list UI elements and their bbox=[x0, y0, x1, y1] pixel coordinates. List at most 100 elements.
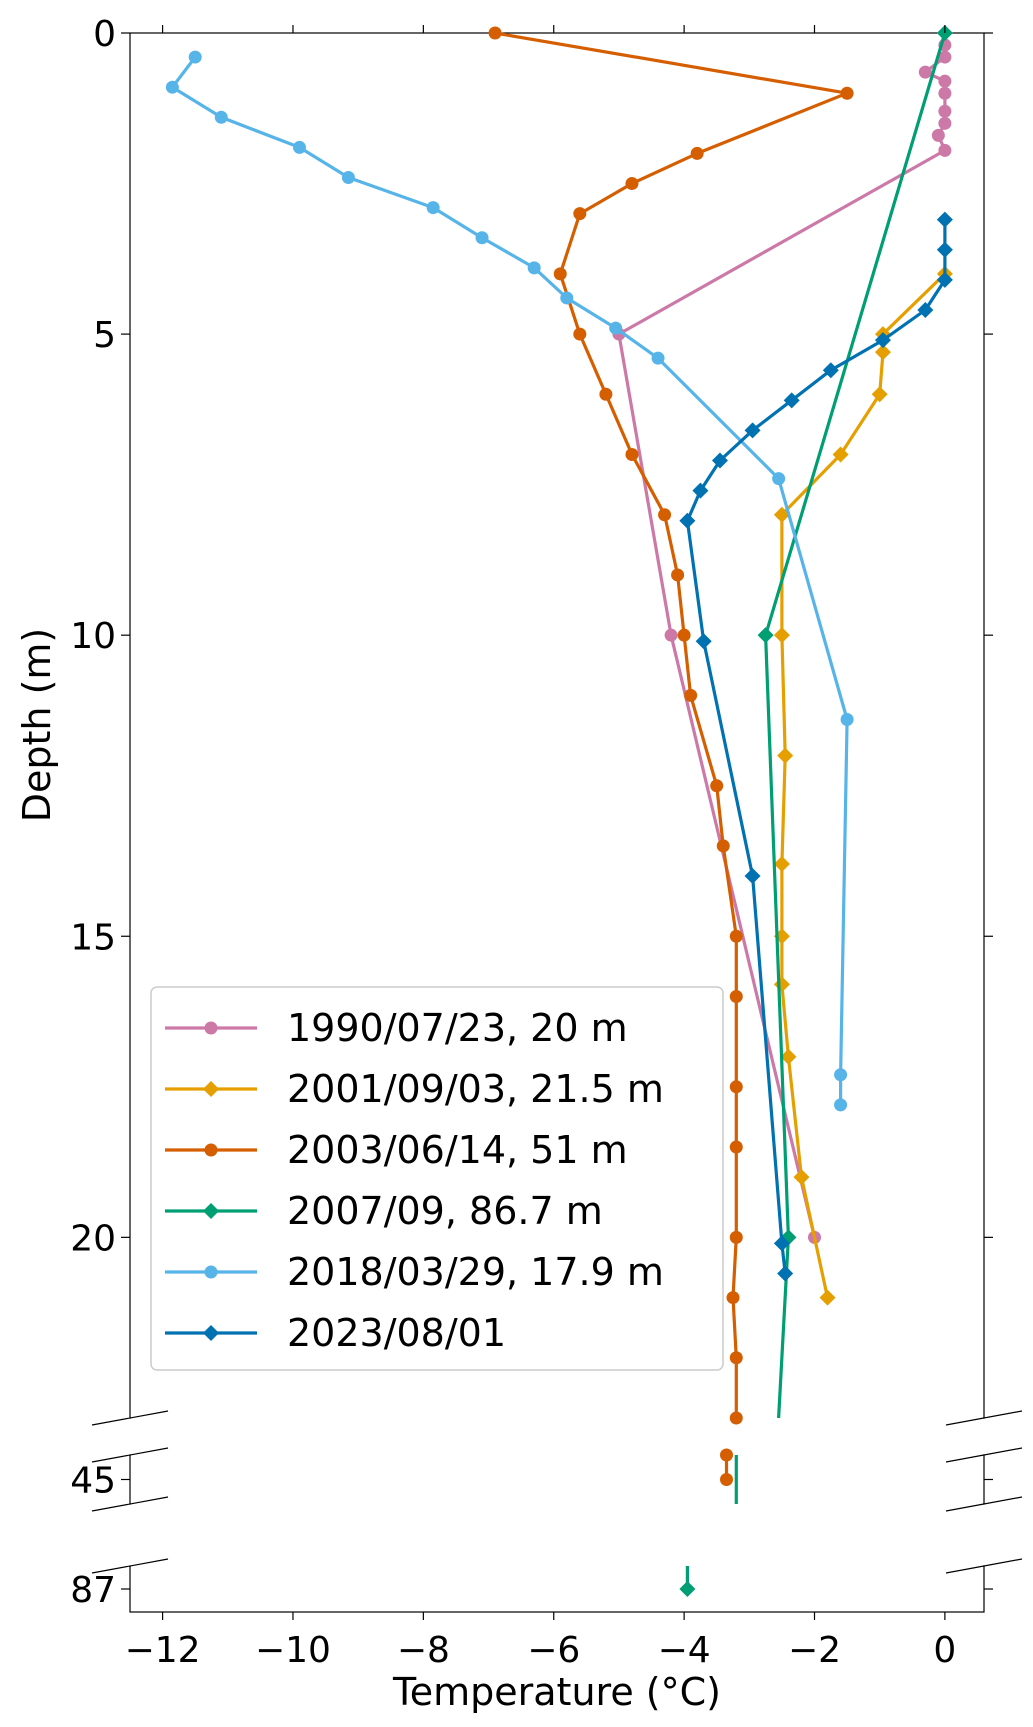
x-tick-label: 0 bbox=[933, 1630, 956, 1671]
data-point bbox=[695, 633, 712, 650]
data-point bbox=[426, 201, 440, 215]
legend-marker bbox=[204, 1265, 218, 1279]
axis-break-marks bbox=[91, 1410, 1023, 1574]
data-point bbox=[679, 512, 696, 529]
axis-break-mark bbox=[91, 1410, 169, 1426]
legend-label: 2007/09, 86.7 m bbox=[287, 1189, 603, 1233]
y-tick-label: 87 bbox=[70, 1570, 116, 1611]
legend-marker bbox=[204, 1021, 218, 1035]
data-point bbox=[729, 1351, 743, 1365]
data-point bbox=[553, 267, 567, 281]
data-point bbox=[475, 231, 489, 245]
data-point bbox=[664, 628, 678, 642]
y-tick-label: 15 bbox=[70, 917, 116, 958]
axis-break-mark bbox=[945, 1558, 1023, 1574]
data-point bbox=[690, 146, 704, 160]
data-point bbox=[822, 362, 839, 379]
data-point bbox=[573, 207, 587, 221]
data-point bbox=[772, 472, 786, 486]
data-point bbox=[819, 1289, 836, 1306]
legend-item: 2001/09/03, 21.5 m bbox=[165, 1067, 664, 1111]
data-point bbox=[651, 351, 665, 365]
x-tick-label: −12 bbox=[125, 1630, 201, 1671]
legend-label: 2023/08/01 bbox=[287, 1311, 506, 1355]
axis-break-mark bbox=[945, 1410, 1023, 1426]
data-point bbox=[777, 747, 794, 764]
y-tick-label: 20 bbox=[70, 1218, 116, 1259]
data-point bbox=[710, 779, 724, 793]
data-point bbox=[744, 868, 761, 885]
data-point bbox=[625, 448, 639, 462]
data-point bbox=[773, 1235, 790, 1252]
data-point bbox=[773, 627, 790, 644]
data-point bbox=[671, 568, 685, 582]
legend-marker bbox=[204, 1143, 218, 1157]
data-point bbox=[692, 482, 709, 499]
data-point bbox=[729, 1230, 743, 1244]
data-point bbox=[726, 1291, 740, 1305]
axis-break-mark bbox=[91, 1558, 169, 1574]
x-axis-ticks: −12 −10 −8 −6 −4 −2 0 bbox=[125, 25, 956, 1671]
axis-break-mark bbox=[945, 1496, 1023, 1512]
plot-area bbox=[165, 25, 953, 1597]
data-point bbox=[744, 422, 761, 439]
data-point bbox=[188, 50, 202, 64]
data-point bbox=[936, 241, 953, 258]
legend-item: 2023/08/01 bbox=[165, 1311, 506, 1355]
y-tick-label: 5 bbox=[93, 315, 116, 356]
legend-item: 2003/06/14, 51 m bbox=[165, 1128, 628, 1172]
data-point bbox=[527, 261, 541, 275]
data-point bbox=[214, 110, 228, 124]
data-point bbox=[936, 211, 953, 228]
legend-marker bbox=[203, 1325, 219, 1341]
data-point bbox=[719, 1448, 733, 1462]
series-2 bbox=[773, 265, 953, 1306]
data-point bbox=[938, 116, 952, 130]
series-3 bbox=[488, 26, 854, 1486]
data-point bbox=[729, 1140, 743, 1154]
data-point bbox=[834, 1068, 848, 1082]
data-point bbox=[918, 65, 932, 79]
legend-label: 2018/03/29, 17.9 m bbox=[287, 1250, 664, 1294]
data-point bbox=[773, 856, 790, 872]
legend-marker bbox=[203, 1203, 219, 1219]
legend-item: 2007/09, 86.7 m bbox=[165, 1189, 603, 1233]
legend-box bbox=[150, 986, 724, 1371]
y-tick-label: 45 bbox=[70, 1461, 116, 1502]
legend-item: 2018/03/29, 17.9 m bbox=[165, 1250, 664, 1294]
data-point bbox=[938, 50, 952, 64]
y-axis-label: Depth (m) bbox=[15, 628, 59, 823]
x-tick-label: −6 bbox=[527, 1630, 580, 1671]
data-point bbox=[757, 627, 774, 644]
series-line bbox=[685, 219, 947, 1274]
data-point bbox=[341, 171, 355, 185]
legend-label: 1990/07/23, 20 m bbox=[287, 1006, 628, 1050]
data-point bbox=[716, 839, 730, 853]
x-tick-label: −4 bbox=[658, 1630, 711, 1671]
y-tick-label: 10 bbox=[70, 616, 116, 657]
data-point bbox=[609, 321, 623, 335]
series-line bbox=[763, 32, 947, 1419]
y-tick-label: 0 bbox=[93, 14, 116, 55]
axis-break-mark bbox=[91, 1447, 169, 1463]
data-point bbox=[729, 1080, 743, 1094]
x-tick-label: −10 bbox=[255, 1630, 331, 1671]
y-axis-ticks: 0 5 10 15 20 45 87 bbox=[70, 14, 993, 1611]
data-point bbox=[840, 86, 854, 100]
data-point bbox=[625, 177, 639, 191]
legend-item: 1990/07/23, 20 m bbox=[165, 1006, 628, 1050]
data-point bbox=[679, 1581, 696, 1597]
axes-frame-segment bbox=[129, 1565, 985, 1613]
data-point bbox=[938, 104, 952, 118]
series-6 bbox=[679, 211, 953, 1282]
data-point bbox=[292, 140, 306, 154]
data-point bbox=[840, 712, 854, 726]
legend-marker bbox=[203, 1081, 219, 1097]
data-point bbox=[938, 86, 952, 100]
data-point bbox=[719, 1473, 733, 1486]
x-tick-label: −8 bbox=[397, 1630, 450, 1671]
data-point bbox=[871, 386, 888, 403]
series-line bbox=[780, 272, 947, 1298]
axis-break-mark bbox=[91, 1496, 169, 1512]
axes-frame-segment bbox=[129, 1454, 985, 1505]
